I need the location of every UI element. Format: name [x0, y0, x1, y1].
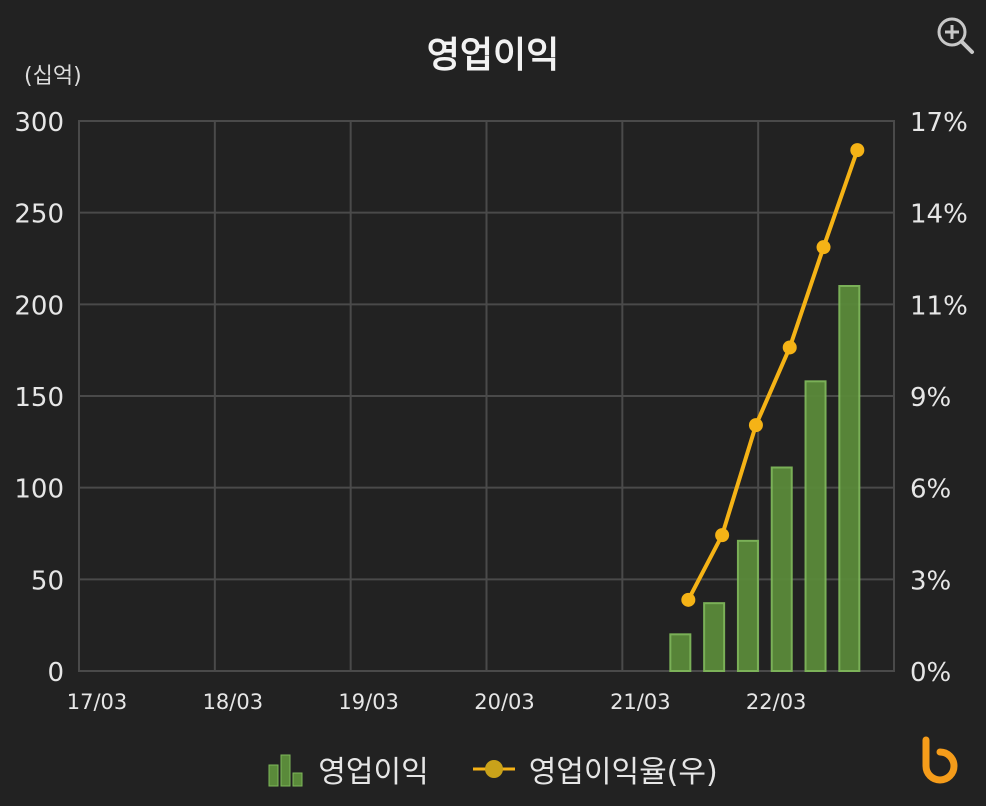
- right-y-tick-label: 3%: [910, 566, 951, 596]
- y-axis-unit-label: (십억): [24, 64, 82, 89]
- point-operating-margin: [748, 418, 763, 433]
- left-y-tick-label: 150: [14, 383, 64, 413]
- brand-logo-icon: [922, 736, 958, 784]
- point-operating-margin: [715, 528, 730, 543]
- x-tick-label: 22/03: [746, 690, 807, 714]
- right-y-tick-label: 6%: [910, 475, 951, 505]
- right-y-tick-label: 17%: [910, 108, 968, 138]
- x-tick-label: 20/03: [474, 690, 535, 714]
- left-y-tick-label: 200: [14, 291, 64, 321]
- point-operating-margin: [782, 340, 797, 355]
- left-y-tick-label: 50: [31, 566, 64, 596]
- left-y-axis: 300 250 200 150 100 50 0: [14, 108, 64, 688]
- legend-item-operating-margin[interactable]: 영업이익율(우): [472, 747, 718, 791]
- line-series: [681, 143, 865, 607]
- legend-line-label: 영업이익율(우): [528, 755, 718, 790]
- bar-operating-profit: [838, 285, 861, 672]
- bar-operating-profit: [669, 633, 692, 672]
- point-operating-margin: [816, 240, 831, 255]
- legend-item-operating-profit[interactable]: 영업이익: [268, 747, 429, 791]
- left-y-tick-label: 250: [14, 200, 64, 230]
- bar-operating-profit: [804, 380, 827, 672]
- x-tick-label: 17/03: [67, 690, 128, 714]
- x-tick-label: 18/03: [203, 690, 264, 714]
- x-axis: 17/03 18/03 19/03 20/03 21/03 22/03: [67, 690, 807, 714]
- right-y-tick-label: 9%: [910, 383, 951, 413]
- point-operating-margin: [681, 592, 696, 607]
- left-y-tick-label: 100: [14, 475, 64, 505]
- bar-legend-icon: [268, 754, 303, 787]
- zoom-in-icon[interactable]: [934, 14, 976, 56]
- legend: 영업이익 영업이익율(우): [0, 744, 986, 794]
- x-tick-label: 19/03: [338, 690, 399, 714]
- right-y-tick-label: 0%: [910, 658, 951, 688]
- left-y-tick-label: 300: [14, 108, 64, 138]
- right-y-axis: 17% 14% 11% 9% 6% 3% 0%: [910, 108, 968, 688]
- line-legend-icon: [472, 760, 515, 778]
- line-operating-margin: [686, 149, 860, 601]
- x-tick-label: 21/03: [610, 690, 671, 714]
- right-y-tick-label: 14%: [910, 200, 968, 230]
- bar-operating-profit: [770, 466, 793, 672]
- chart-title: 영업이익: [426, 35, 560, 76]
- legend-bar-label: 영업이익: [318, 755, 429, 790]
- bar-operating-profit: [736, 539, 759, 672]
- left-y-tick-label: 0: [47, 658, 64, 688]
- bar-operating-profit: [703, 602, 726, 673]
- bar-series: [669, 285, 861, 673]
- right-y-tick-label: 11%: [910, 291, 968, 321]
- point-operating-margin: [850, 143, 865, 158]
